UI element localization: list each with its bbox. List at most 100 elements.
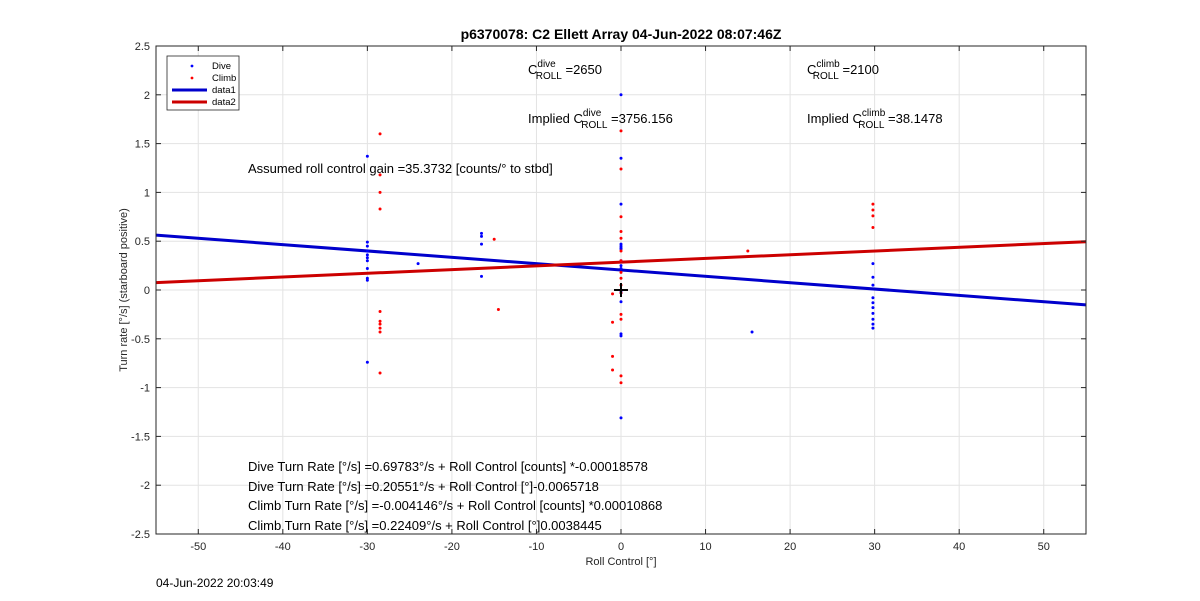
point-climb [619,249,623,253]
point-climb [492,237,496,241]
x-tick-label: 40 [953,541,965,553]
point-climb [619,215,623,219]
point-dive [365,240,369,244]
legend-dive-marker [190,64,194,68]
climb-eq-degrees: Climb Turn Rate [°/s] =0.22409°/s + Roll… [248,518,602,533]
legend-data2-label: data2 [212,97,236,108]
x-tick-label: -20 [444,541,460,553]
c-roll-climb-label: Cclimb ROLL =2100 [807,59,879,82]
c-roll-dive-label: Cdive ROLL =2650 [528,59,602,82]
point-climb [378,132,382,136]
point-dive [619,416,623,420]
point-dive [480,231,483,235]
footer-timestamp: 04-Jun-2022 20:03:49 [156,576,274,590]
point-dive [365,267,369,271]
point-dive [619,156,623,160]
y-tick-label: -1.5 [131,431,150,443]
point-dive [871,326,875,330]
x-tick-label: -30 [359,541,375,553]
point-dive [871,283,875,287]
point-climb [611,354,615,358]
x-tick-label: 0 [618,541,624,553]
point-dive [480,274,483,278]
point-climb [871,226,875,230]
y-tick-label: 1 [144,187,150,199]
implied-c-roll-climb-label: Implied Cclimb ROLL =38.1478 [807,108,943,131]
point-dive [619,300,623,304]
point-dive [871,262,875,266]
point-climb [871,202,875,206]
x-axis-ticks: -50 -40 -30 -20 -10 0 10 20 30 40 50 [190,46,1050,553]
legend-climb-label: Climb [212,73,236,84]
point-climb [619,229,623,233]
point-climb [378,319,382,323]
point-climb [619,236,623,240]
implied-c-roll-dive-label: Implied Cdive ROLL =3756.156 [528,108,673,131]
point-climb [611,320,615,324]
y-tick-label: 2.5 [135,41,150,53]
x-tick-label: -10 [529,541,545,553]
point-climb [378,322,382,326]
point-dive [619,264,623,268]
dive-eq-counts: Dive Turn Rate [°/s] =0.69783°/s + Roll … [248,459,648,474]
legend-data1-label: data1 [212,85,236,96]
point-dive [365,249,369,253]
point-dive [871,322,875,326]
point-dive [365,154,369,158]
point-dive [365,244,369,248]
point-climb [619,167,623,171]
y-tick-label: -2.5 [131,529,150,541]
point-dive [365,259,369,263]
point-dive [365,278,369,282]
point-climb [619,276,623,280]
legend-dive-label: Dive [212,61,231,72]
x-axis-label: Roll Control [°] [585,556,656,568]
point-climb [378,190,382,194]
point-dive [871,306,875,310]
point-dive [365,256,369,260]
point-climb [619,317,623,321]
point-climb [619,259,623,263]
point-dive [871,311,875,315]
x-tick-label: 30 [869,541,881,553]
point-climb [619,374,623,378]
point-dive [871,296,875,300]
chart-title: p6370078: C2 Ellett Array 04-Jun-2022 08… [461,26,782,42]
point-dive [619,334,623,338]
point-dive [416,262,420,266]
x-tick-label: -50 [190,541,206,553]
point-climb [611,368,615,372]
point-dive [365,360,369,364]
point-climb [378,371,382,375]
point-climb [378,207,382,211]
point-dive [871,317,875,321]
point-climb [496,308,500,312]
point-climb [611,292,615,296]
roll-gain-annotation: Assumed roll control gain =35.3732 [coun… [248,161,553,176]
point-climb [871,208,875,212]
point-climb [619,129,623,133]
dive-eq-degrees: Dive Turn Rate [°/s] =0.20551°/s + Roll … [248,479,599,494]
y-tick-label: -1 [140,383,150,395]
point-climb [871,214,875,218]
point-climb [619,312,623,316]
y-tick-label: 1.5 [135,139,150,151]
point-climb [619,270,623,274]
x-tick-label: 50 [1038,541,1050,553]
point-climb [378,309,382,313]
point-dive [365,253,369,257]
y-tick-label: -2 [140,480,150,492]
y-tick-label: 2 [144,90,150,102]
y-tick-label: 0.5 [135,236,150,248]
x-tick-label: 10 [699,541,711,553]
legend: Dive Climb data1 data2 [166,55,240,111]
point-climb [378,326,382,330]
point-dive [480,242,483,246]
origin-marker [614,283,628,297]
y-tick-label: 0 [144,285,150,297]
point-dive [480,234,483,238]
climb-eq-counts: Climb Turn Rate [°/s] =-0.004146°/s + Ro… [248,498,662,513]
point-dive [871,275,875,279]
y-axis-ticks: -2.5 -2 -1.5 -1 -0.5 0 0.5 1 1.5 2 2.5 [131,41,1086,541]
